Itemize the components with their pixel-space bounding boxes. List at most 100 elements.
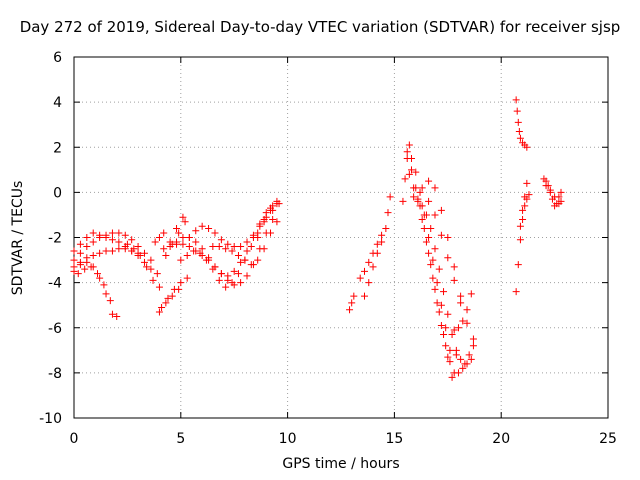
data-point: [403, 148, 411, 156]
data-point: [162, 299, 170, 307]
data-point: [267, 229, 275, 237]
data-point: [516, 222, 524, 230]
data-point: [183, 274, 191, 282]
data-point: [179, 213, 187, 221]
data-point: [346, 306, 354, 314]
data-point: [401, 175, 409, 183]
data-point: [437, 301, 445, 309]
data-point: [414, 195, 422, 203]
data-point: [513, 107, 521, 115]
data-point: [542, 182, 550, 190]
data-point: [83, 234, 91, 241]
data-point: [247, 261, 255, 269]
data-point: [469, 342, 477, 350]
data-point: [425, 249, 433, 257]
data-point: [113, 312, 121, 320]
data-point: [130, 245, 138, 253]
data-point: [158, 303, 166, 311]
data-point: [175, 229, 183, 237]
x-tick-label: 5: [176, 431, 185, 447]
data-point: [70, 247, 78, 255]
data-point: [425, 177, 433, 185]
data-point: [106, 297, 114, 305]
data-point: [160, 229, 168, 237]
data-point: [435, 308, 443, 316]
data-point: [76, 249, 84, 257]
data-point: [514, 118, 522, 126]
data-point: [450, 276, 458, 284]
data-point: [222, 245, 230, 253]
data-point: [378, 231, 386, 239]
data-point: [365, 279, 373, 287]
data-point: [433, 279, 441, 287]
data-point: [108, 229, 116, 237]
data-point: [399, 197, 407, 205]
data-point: [350, 292, 358, 300]
data-point: [467, 355, 475, 363]
data-point: [177, 256, 185, 264]
data-point: [217, 236, 225, 244]
data-point: [469, 335, 477, 343]
data-point: [422, 211, 430, 219]
data-point: [378, 238, 386, 246]
data-point: [96, 274, 104, 282]
data-point: [260, 245, 268, 253]
data-point: [369, 263, 377, 271]
data-point: [155, 283, 163, 291]
data-point: [102, 247, 110, 255]
data-point: [93, 270, 101, 278]
data-point: [427, 224, 435, 232]
data-point: [87, 263, 95, 271]
y-tick-label: -6: [48, 321, 62, 337]
data-point: [249, 231, 257, 239]
data-point: [237, 279, 245, 287]
data-point: [173, 238, 181, 246]
data-point: [147, 265, 155, 273]
data-point: [420, 224, 428, 232]
data-point: [102, 290, 110, 298]
data-point: [463, 360, 471, 368]
data-point: [234, 252, 242, 260]
data-point: [173, 224, 181, 232]
data-point: [444, 254, 452, 262]
y-tick-label: 4: [53, 95, 62, 111]
data-point: [465, 351, 473, 359]
data-point: [356, 274, 364, 282]
y-axis-label: SDTVAR / TECUs: [10, 180, 26, 296]
data-point: [140, 249, 148, 257]
data-point: [437, 321, 445, 329]
data-point: [121, 231, 129, 239]
data-point: [452, 346, 460, 354]
data-point: [467, 290, 475, 298]
data-point: [162, 252, 170, 260]
data-point: [192, 238, 200, 246]
data-point: [273, 218, 281, 226]
data-point: [360, 292, 368, 300]
data-points: [70, 96, 565, 381]
data-point: [183, 252, 191, 260]
data-point: [407, 155, 415, 163]
data-point: [115, 238, 123, 246]
data-point: [237, 258, 245, 266]
data-point: [519, 206, 527, 214]
data-point: [519, 215, 527, 223]
data-point: [230, 267, 238, 275]
x-tick-label: 25: [599, 431, 617, 447]
data-point: [521, 193, 529, 201]
data-point: [418, 184, 426, 192]
data-point: [185, 243, 193, 251]
data-point: [269, 215, 277, 223]
data-point: [425, 197, 433, 205]
y-tick-label: 0: [53, 185, 62, 201]
data-point: [267, 206, 275, 214]
data-point: [429, 256, 437, 264]
data-point: [512, 96, 520, 104]
data-point: [108, 236, 116, 244]
data-point: [405, 141, 413, 149]
data-point: [115, 229, 123, 237]
data-point: [463, 306, 471, 314]
data-point: [254, 234, 262, 241]
data-point: [76, 240, 84, 248]
x-axis-label: GPS time / hours: [282, 456, 400, 472]
data-point: [76, 261, 84, 269]
